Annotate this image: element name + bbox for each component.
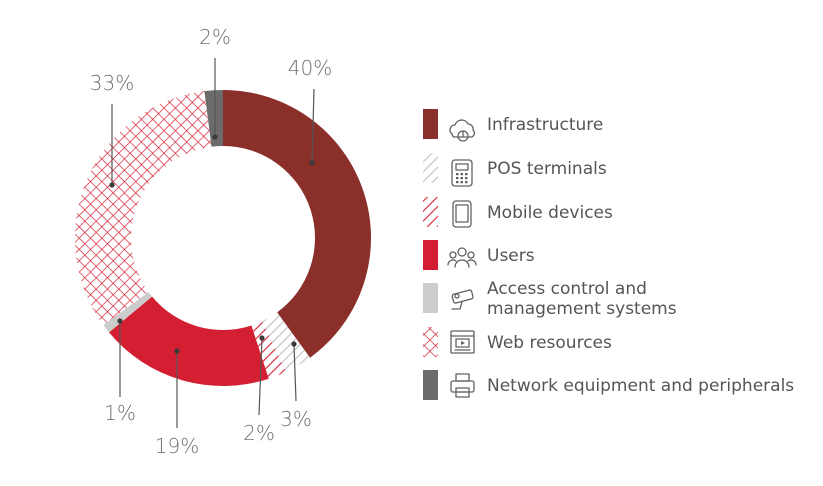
legend: Infrastructure POS terminals Mobile device… (423, 109, 794, 400)
legend-label-web-resources: Web resources (487, 333, 612, 353)
legend-swatch-web-resources (423, 327, 438, 357)
leaders-layer (109, 58, 315, 428)
legend-swatch-users (423, 240, 438, 270)
legend-label-network-equipment-and-peripherals: Network equipment and peripherals (487, 376, 794, 396)
slice-mobile-devices (251, 321, 287, 379)
tablet-icon (452, 200, 472, 228)
legend-swatch-pos-terminals (423, 153, 438, 183)
slice-pos-terminals (262, 312, 310, 372)
users-icon (447, 247, 477, 268)
legend-item-network-equipment-and-peripherals: Network equipment and peripherals (423, 370, 794, 400)
value-label-infrastructure: 40% (288, 56, 332, 80)
leader-line-pos-terminals (293, 343, 297, 402)
legend-label-infrastructure: Infrastructure (487, 115, 603, 135)
cloud-icon (449, 119, 476, 142)
legend-item-infrastructure: Infrastructure (423, 109, 603, 142)
legend-item-mobile-devices: Mobile devices (423, 197, 613, 228)
value-label-users: 19% (155, 434, 199, 458)
slice-infrastructure (223, 90, 372, 358)
slice-access-control-and-management-systems (103, 292, 153, 333)
leader-dot-mobile-devices (259, 335, 265, 341)
leader-line-infrastructure (311, 88, 315, 164)
slices-layer (74, 90, 372, 386)
printer-icon (450, 373, 475, 398)
legend-item-access-control-and-management-systems: Access control and management systems (423, 279, 677, 319)
value-label-web-resources: 33% (90, 71, 134, 95)
legend-swatch-access-control-and-management-systems (423, 283, 438, 313)
leader-line-mobile-devices (258, 337, 263, 416)
leader-dot-web-resources (109, 182, 115, 188)
slice-network-equipment-and-peripherals (204, 90, 223, 147)
leader-dot-pos-terminals (291, 341, 297, 347)
value-label-access-control-and-management-systems: 1% (104, 401, 136, 425)
value-label-network-equipment-and-peripherals: 2% (199, 25, 231, 49)
legend-label-access-control-and-management-systems: Access control and management systems (487, 279, 677, 319)
value-label-pos-terminals: 3% (280, 407, 312, 431)
pos-terminal-icon (451, 159, 473, 187)
leader-dot-users (174, 348, 180, 354)
legend-label-users: Users (487, 246, 535, 266)
legend-swatch-infrastructure (423, 109, 438, 139)
leader-dot-network-equipment-and-peripherals (212, 134, 218, 140)
legend-item-users: Users (423, 240, 535, 270)
leader-dot-access-control-and-management-systems (117, 318, 123, 324)
legend-item-pos-terminals: POS terminals (423, 153, 607, 187)
legend-label-pos-terminals: POS terminals (487, 159, 607, 179)
legend-swatch-mobile-devices (423, 197, 438, 227)
slice-users (108, 296, 269, 386)
value-labels: 40%3%2%19%1%33%2% (90, 25, 332, 458)
legend-swatch-network-equipment-and-peripherals (423, 370, 438, 400)
legend-item-web-resources: Web resources (423, 327, 612, 357)
value-label-mobile-devices: 2% (243, 421, 275, 445)
legend-label-mobile-devices: Mobile devices (487, 203, 613, 223)
camera-icon (451, 289, 474, 310)
leader-dot-infrastructure (309, 160, 315, 166)
slice-web-resources (74, 91, 212, 325)
browser-icon (450, 330, 475, 354)
